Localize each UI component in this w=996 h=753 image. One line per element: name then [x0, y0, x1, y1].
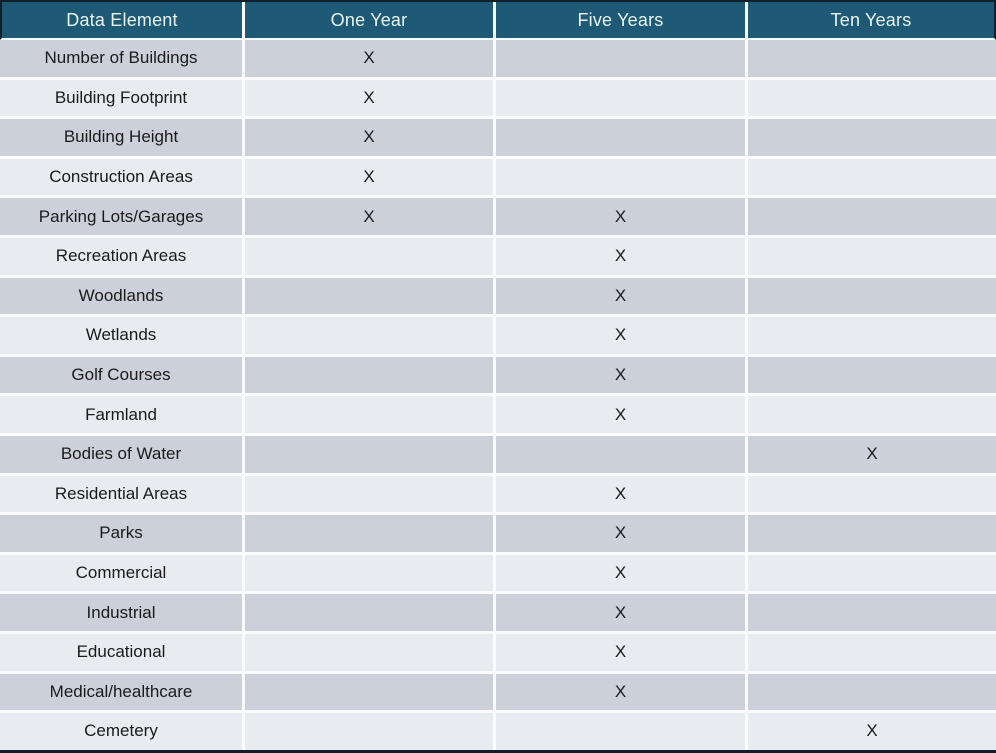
table-row: Parking Lots/Garages X X [0, 198, 996, 238]
mark-cell-one-year [245, 673, 496, 714]
mark-cell-five-years: X [496, 317, 748, 357]
mark-cell-ten-years [747, 317, 996, 357]
mark-cell-one-year [245, 435, 496, 476]
row-label: Construction Areas [0, 158, 246, 199]
mark-cell-five-years [496, 79, 748, 120]
mark-cell-five-years: X [496, 673, 748, 714]
table-row: Commercial X [0, 554, 996, 595]
mark-cell-five-years: X [496, 554, 748, 595]
mark-cell-one-year: X [245, 119, 496, 159]
column-header-one-year: One Year [245, 2, 496, 40]
mark-cell-one-year: X [245, 198, 496, 238]
row-label: Industrial [0, 594, 246, 634]
row-label: Educational [0, 633, 246, 674]
table-row: Medical/healthcare X [0, 673, 996, 714]
mark-cell-ten-years [747, 594, 996, 634]
mark-cell-ten-years [747, 396, 996, 436]
mark-cell-one-year [245, 277, 496, 318]
table-row: Building Height X [0, 119, 996, 159]
mark-cell-ten-years [747, 277, 996, 318]
mark-cell-ten-years [747, 79, 996, 120]
table-row: Educational X [0, 633, 996, 674]
mark-cell-ten-years [747, 119, 996, 159]
table-row: Industrial X [0, 594, 996, 634]
row-label: Medical/healthcare [0, 673, 246, 714]
table-row: Recreation Areas X [0, 237, 996, 278]
row-label: Recreation Areas [0, 237, 246, 278]
mark-cell-one-year [245, 713, 496, 750]
column-header-data-element: Data Element [0, 2, 246, 40]
mark-cell-one-year [245, 633, 496, 674]
row-label: Woodlands [0, 277, 246, 318]
mark-cell-one-year [245, 396, 496, 436]
mark-cell-ten-years: X [747, 435, 996, 476]
mark-cell-five-years [496, 435, 748, 476]
mark-cell-five-years: X [496, 277, 748, 318]
mark-cell-ten-years [747, 475, 996, 516]
row-label: Farmland [0, 396, 246, 436]
mark-cell-five-years: X [496, 475, 748, 516]
table-row: Golf Courses X [0, 356, 996, 397]
mark-cell-ten-years [747, 515, 996, 555]
mark-cell-five-years: X [496, 198, 748, 238]
mark-cell-one-year: X [245, 79, 496, 120]
table-row: Parks X [0, 515, 996, 555]
mark-cell-ten-years [747, 158, 996, 199]
mark-cell-ten-years [747, 40, 996, 80]
mark-cell-five-years: X [496, 633, 748, 674]
mark-cell-ten-years [747, 356, 996, 397]
mark-cell-ten-years [747, 673, 996, 714]
row-label: Parks [0, 515, 246, 555]
mark-cell-one-year [245, 515, 496, 555]
row-label: Building Footprint [0, 79, 246, 120]
mark-cell-one-year [245, 237, 496, 278]
row-label: Number of Buildings [0, 40, 246, 80]
mark-cell-five-years [496, 158, 748, 199]
mark-cell-five-years: X [496, 515, 748, 555]
mark-cell-ten-years: X [747, 713, 996, 750]
mark-cell-five-years: X [496, 237, 748, 278]
row-label: Cemetery [0, 713, 246, 750]
mark-cell-ten-years [747, 633, 996, 674]
mark-cell-ten-years [747, 554, 996, 595]
mark-cell-five-years [496, 713, 748, 750]
mark-cell-one-year [245, 594, 496, 634]
mark-cell-five-years: X [496, 396, 748, 436]
mark-cell-five-years [496, 119, 748, 159]
column-header-ten-years: Ten Years [747, 2, 996, 40]
mark-cell-one-year [245, 475, 496, 516]
table-row: Number of Buildings X [0, 40, 996, 80]
row-label: Parking Lots/Garages [0, 198, 246, 238]
table-row: Wetlands X [0, 317, 996, 357]
table-row: Woodlands X [0, 277, 996, 318]
table-row: Bodies of Water X [0, 435, 996, 476]
row-label: Golf Courses [0, 356, 246, 397]
table-row: Cemetery X [0, 713, 996, 750]
mark-cell-one-year: X [245, 158, 496, 199]
mark-cell-five-years [496, 40, 748, 80]
table-row: Building Footprint X [0, 79, 996, 120]
mark-cell-one-year [245, 356, 496, 397]
table-header-row: Data Element One Year Five Years Ten Yea… [0, 2, 996, 40]
row-label: Residential Areas [0, 475, 246, 516]
mark-cell-ten-years [747, 198, 996, 238]
mark-cell-one-year [245, 554, 496, 595]
row-label: Bodies of Water [0, 435, 246, 476]
column-header-five-years: Five Years [496, 2, 748, 40]
row-label: Wetlands [0, 317, 246, 357]
mark-cell-five-years: X [496, 356, 748, 397]
table-row: Construction Areas X [0, 158, 996, 199]
mark-cell-five-years: X [496, 594, 748, 634]
table-row: Farmland X [0, 396, 996, 436]
table-body: Number of Buildings X Building Footprint X B… [0, 40, 996, 750]
row-label: Building Height [0, 119, 246, 159]
table-row: Residential Areas X [0, 475, 996, 516]
mark-cell-one-year [245, 317, 496, 357]
mark-cell-ten-years [747, 237, 996, 278]
row-label: Commercial [0, 554, 246, 595]
mark-cell-one-year: X [245, 40, 496, 80]
